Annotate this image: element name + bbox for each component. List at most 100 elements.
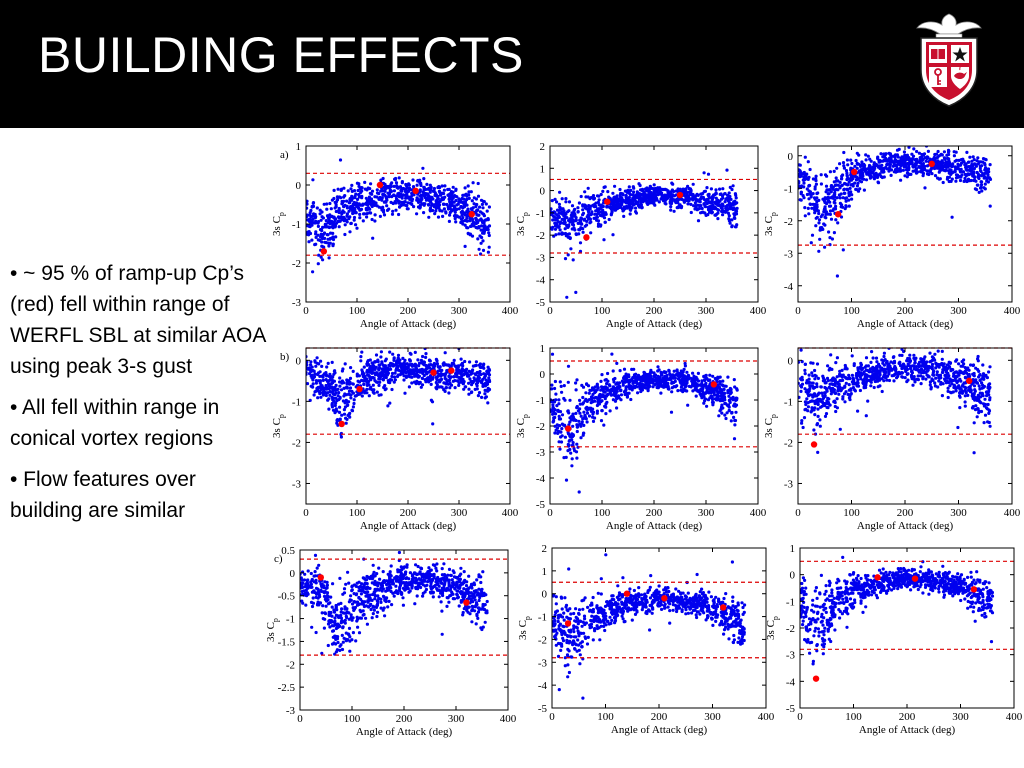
- data-point: [309, 360, 313, 364]
- data-point: [674, 385, 678, 389]
- data-point: [474, 363, 478, 367]
- data-point: [422, 203, 426, 207]
- data-point: [385, 204, 389, 208]
- data-point: [441, 214, 445, 218]
- data-point: [704, 198, 708, 202]
- data-point: [618, 205, 623, 209]
- data-point: [910, 161, 914, 165]
- data-point: [312, 375, 316, 379]
- data-point: [579, 194, 583, 199]
- data-point: [557, 202, 561, 206]
- data-point: [329, 207, 333, 211]
- data-point: [436, 215, 441, 219]
- data-point: [716, 383, 720, 387]
- data-point: [436, 194, 440, 199]
- data-point: [563, 227, 567, 231]
- data-point: [987, 411, 991, 415]
- data-point: [328, 201, 332, 206]
- data-point: [832, 180, 836, 184]
- data-point: [694, 205, 698, 209]
- data-point: [928, 157, 932, 161]
- data-point: [560, 210, 564, 214]
- data-point: [806, 405, 810, 409]
- data-point: [465, 203, 469, 207]
- panel-label: b): [280, 351, 290, 363]
- data-point: [387, 186, 391, 190]
- data-point: [911, 164, 915, 168]
- data-point: [469, 190, 473, 194]
- data-point: [611, 369, 615, 373]
- data-point: [352, 207, 357, 211]
- data-point: [474, 360, 478, 364]
- data-point: [342, 186, 346, 190]
- data-point: [422, 360, 426, 364]
- data-point: [311, 201, 316, 205]
- data-point: [349, 396, 353, 400]
- data-point: [484, 202, 488, 206]
- data-point: [404, 194, 408, 198]
- data-point: [810, 206, 814, 210]
- data-point: [913, 380, 917, 384]
- data-point: [357, 184, 361, 188]
- data-point: [336, 219, 340, 224]
- data-point: [570, 432, 574, 436]
- data-point: [692, 374, 696, 378]
- data-point: [663, 201, 667, 205]
- data-point: [691, 389, 695, 393]
- data-point: [886, 158, 890, 162]
- data-point: [913, 358, 917, 362]
- data-point: [599, 192, 603, 197]
- data-point: [331, 375, 335, 379]
- data-point: [453, 217, 457, 221]
- data-point: [856, 181, 860, 185]
- data-point: [348, 386, 353, 390]
- data-point: [457, 207, 461, 211]
- data-point: [409, 372, 413, 376]
- data-point: [316, 233, 320, 237]
- data-point: [983, 182, 987, 186]
- data-point: [383, 359, 387, 363]
- data-point: [909, 172, 913, 176]
- data-point: [800, 419, 804, 423]
- data-point: [422, 177, 426, 181]
- data-point: [319, 255, 323, 259]
- data-point: [479, 228, 483, 232]
- data-point: [487, 231, 491, 235]
- data-point: [707, 384, 711, 388]
- data-point: [607, 383, 611, 387]
- data-point: [981, 157, 986, 161]
- data-point: [720, 194, 725, 198]
- data-point: [397, 195, 402, 199]
- data-point: [735, 388, 739, 392]
- data-point: [723, 398, 727, 402]
- data-point: [332, 399, 336, 403]
- data-point: [834, 409, 838, 414]
- data-point: [449, 197, 454, 201]
- data-point: [570, 418, 574, 422]
- data-point: [357, 182, 361, 186]
- data-point: [334, 203, 338, 207]
- data-point: [331, 408, 336, 412]
- data-point: [381, 372, 385, 376]
- y-tick-label: -2: [536, 421, 545, 433]
- data-point: [706, 172, 711, 176]
- data-point: [826, 364, 830, 368]
- data-point: [313, 390, 317, 394]
- data-point: [487, 376, 491, 380]
- data-point: [813, 187, 817, 191]
- data-point: [648, 195, 652, 199]
- data-point: [940, 394, 944, 398]
- data-point: [570, 443, 575, 447]
- data-point: [622, 214, 626, 218]
- data-point: [430, 400, 435, 404]
- data-point: [726, 389, 730, 393]
- data-point: [899, 164, 903, 168]
- data-point: [345, 199, 349, 203]
- eagle-crest-icon: [916, 13, 982, 39]
- data-point: [806, 401, 810, 405]
- data-point: [315, 386, 320, 390]
- data-point: [734, 398, 738, 402]
- data-point: [429, 197, 433, 201]
- data-point: [423, 194, 427, 198]
- data-point: [336, 394, 340, 398]
